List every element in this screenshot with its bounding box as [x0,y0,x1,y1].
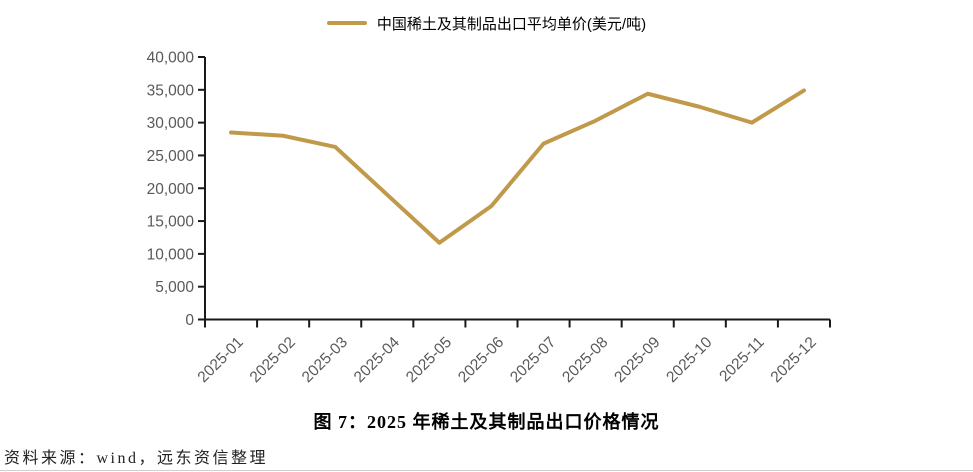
y-axis-tick-label: 25,000 [147,148,195,165]
legend-label: 中国稀土及其制品出口平均单价(美元/吨) [376,15,647,33]
chart-caption: 图 7：2025 年稀土及其制品出口价格情况 [313,412,660,432]
x-axis-tick-label: 2025-11 [716,334,767,385]
x-axis-tick-label: 2025-06 [455,334,507,386]
x-axis-tick-label: 2025-05 [403,334,455,386]
source-note: 资料来源：wind，远东资信整理 [4,450,269,467]
x-axis-tick-label: 2025-08 [559,334,611,386]
x-axis-tick-label: 2025-04 [351,334,404,387]
x-axis-tick-label: 2025-02 [247,334,299,386]
x-axis-tick-label: 2025-09 [611,334,663,386]
x-axis-tick-label: 2025-10 [663,334,716,387]
legend-line-swatch [326,21,367,25]
y-axis-tick-label: 40,000 [147,50,195,67]
y-axis-tick-label: 0 [185,312,194,329]
y-axis-tick-label: 20,000 [147,181,195,198]
x-axis-tick-label: 2025-12 [768,334,820,386]
y-axis-tick-label: 5,000 [155,279,194,296]
x-axis-tick-label: 2025-07 [507,334,559,386]
line-chart: 0 5,000 10,000 15,000 20,000 25,000 30,000 35,0… [147,50,831,387]
x-axis-tick-label: 2025-01 [195,334,247,386]
x-axis-tick-label: 2025-03 [299,334,351,386]
y-axis-tick-label: 15,000 [147,214,195,231]
y-axis-tick-label: 35,000 [147,82,195,99]
y-axis-tick-label: 30,000 [147,115,195,132]
chart-legend: 中国稀土及其制品出口平均单价(美元/吨) [0,12,973,34]
bottom-divider [0,470,973,471]
y-axis-tick-label: 10,000 [147,246,195,263]
price-line-series [229,88,806,245]
